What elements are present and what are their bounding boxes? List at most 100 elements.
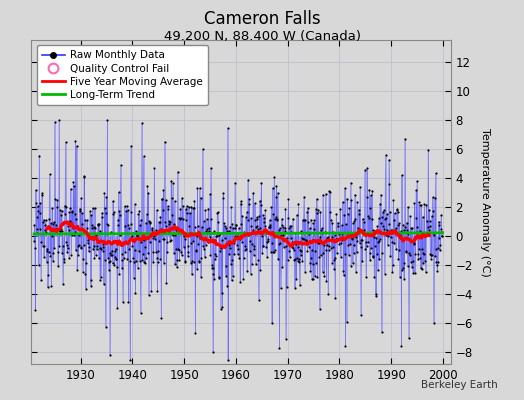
Point — [150, 165, 159, 172]
Point — [286, 223, 294, 229]
Point — [110, 261, 118, 268]
Point — [128, 233, 136, 239]
Point — [38, 192, 46, 198]
Point — [63, 245, 72, 251]
Point — [258, 233, 266, 240]
Point — [134, 211, 143, 217]
Point — [216, 306, 225, 312]
Point — [111, 248, 119, 254]
Point — [433, 268, 441, 274]
Point — [416, 254, 424, 261]
Point — [47, 283, 56, 289]
Point — [265, 217, 274, 223]
Point — [30, 222, 39, 228]
Point — [321, 228, 329, 235]
Point — [423, 218, 431, 225]
Point — [343, 195, 351, 202]
Point — [375, 215, 383, 222]
Point — [267, 249, 275, 256]
Point — [406, 252, 414, 258]
Point — [275, 226, 283, 233]
Point — [118, 257, 127, 263]
Point — [36, 226, 44, 232]
Point — [420, 251, 428, 257]
Point — [408, 224, 417, 231]
Point — [38, 190, 47, 196]
Point — [80, 173, 89, 180]
Point — [421, 233, 429, 239]
Point — [338, 236, 346, 243]
Point — [179, 216, 188, 222]
Point — [192, 246, 200, 253]
Point — [391, 229, 400, 235]
Point — [256, 267, 265, 273]
Point — [136, 310, 145, 316]
Point — [283, 256, 292, 263]
Point — [300, 194, 308, 200]
Point — [70, 228, 79, 235]
Point — [271, 216, 279, 222]
Point — [333, 250, 341, 257]
Point — [314, 239, 322, 246]
Point — [104, 254, 112, 261]
Point — [199, 243, 208, 250]
Point — [373, 251, 381, 257]
Point — [272, 216, 281, 222]
Point — [165, 218, 173, 224]
Point — [296, 247, 304, 253]
Point — [143, 211, 151, 218]
Point — [308, 247, 316, 254]
Point — [77, 244, 85, 250]
Point — [162, 196, 170, 203]
Point — [36, 200, 44, 206]
Point — [209, 270, 217, 277]
Point — [427, 255, 435, 262]
Point — [253, 216, 261, 222]
Point — [48, 205, 57, 211]
Point — [193, 266, 201, 272]
Point — [183, 242, 192, 249]
Point — [187, 260, 195, 266]
Text: Cameron Falls: Cameron Falls — [204, 10, 320, 28]
Point — [109, 198, 117, 204]
Point — [325, 243, 334, 250]
Point — [354, 228, 363, 234]
Point — [208, 265, 216, 271]
Point — [318, 225, 326, 231]
Point — [75, 242, 83, 248]
Point — [379, 208, 387, 215]
Point — [265, 224, 273, 230]
Point — [46, 253, 54, 259]
Point — [143, 234, 151, 240]
Point — [362, 274, 370, 281]
Point — [366, 205, 375, 211]
Point — [376, 201, 384, 207]
Point — [105, 250, 114, 256]
Point — [313, 210, 321, 216]
Point — [255, 296, 263, 303]
Point — [227, 277, 236, 284]
Point — [332, 236, 340, 242]
Point — [231, 225, 239, 231]
Point — [263, 230, 271, 236]
Point — [300, 236, 309, 243]
Point — [407, 225, 415, 232]
Point — [43, 284, 52, 290]
Point — [434, 218, 443, 225]
Point — [350, 218, 358, 224]
Point — [37, 277, 45, 284]
Point — [59, 281, 67, 287]
Point — [49, 221, 58, 227]
Point — [60, 256, 68, 262]
Point — [404, 231, 412, 237]
Point — [422, 202, 431, 208]
Point — [294, 258, 303, 265]
Point — [242, 214, 250, 220]
Point — [429, 230, 438, 237]
Point — [211, 251, 220, 257]
Point — [142, 255, 150, 261]
Point — [104, 259, 113, 265]
Point — [236, 278, 244, 285]
Point — [426, 251, 434, 258]
Point — [45, 215, 53, 222]
